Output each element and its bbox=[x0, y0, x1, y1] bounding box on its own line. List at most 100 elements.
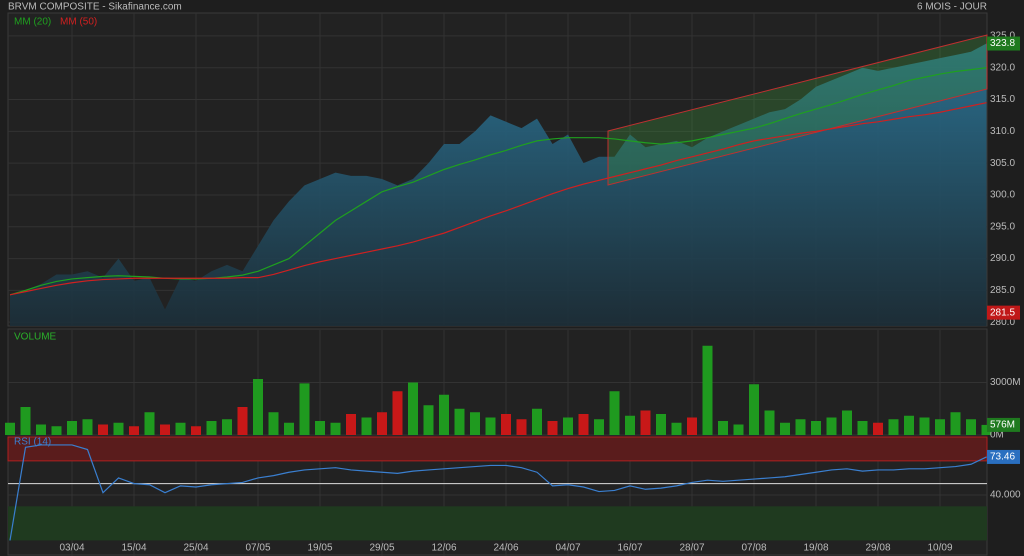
volume-bar bbox=[191, 426, 201, 435]
volume-bar bbox=[206, 421, 217, 435]
x-tick-label: 28/07 bbox=[679, 543, 704, 554]
volume-bar bbox=[82, 419, 93, 435]
value-marker-label: 281.5 bbox=[990, 307, 1015, 318]
x-tick-label: 15/04 bbox=[121, 543, 146, 554]
volume-bar bbox=[842, 410, 852, 435]
y-tick-label: 280.0 bbox=[990, 317, 1015, 328]
volume-bar bbox=[811, 421, 821, 435]
x-tick-label: 07/08 bbox=[741, 543, 766, 554]
volume-bar bbox=[408, 382, 418, 435]
value-marker bbox=[987, 449, 1020, 464]
y-tick-label: 315.0 bbox=[990, 94, 1015, 105]
volume-bar bbox=[919, 417, 930, 435]
value-marker bbox=[987, 305, 1020, 320]
volume-bar bbox=[439, 394, 449, 435]
y-tick-label: 305.0 bbox=[990, 158, 1015, 169]
volume-bar bbox=[423, 405, 434, 435]
volume-bar bbox=[361, 417, 372, 435]
y-tick-label: 295.0 bbox=[990, 221, 1015, 232]
volume-bar bbox=[516, 419, 527, 435]
volume-bar bbox=[640, 410, 651, 435]
x-tick-label: 12/06 bbox=[431, 543, 456, 554]
y-tick-label: 325.0 bbox=[990, 31, 1015, 42]
volume-bar bbox=[857, 421, 868, 435]
volume-bar bbox=[609, 391, 620, 435]
volume-bar bbox=[873, 422, 883, 435]
volume-bar bbox=[268, 412, 279, 435]
y-tick-label: 290.0 bbox=[990, 253, 1015, 264]
x-tick-label: 29/05 bbox=[369, 543, 394, 554]
volume-bar bbox=[20, 407, 31, 435]
y-tick-label: 0M bbox=[990, 430, 1004, 441]
value-marker-label: 576M bbox=[990, 420, 1015, 431]
x-tick-label: 25/04 bbox=[183, 543, 208, 554]
volume-bar bbox=[5, 422, 15, 435]
x-tick-label: 03/04 bbox=[59, 543, 84, 554]
x-tick-label: 19/05 bbox=[307, 543, 332, 554]
value-marker-label: 73.46 bbox=[990, 452, 1015, 463]
y-tick-label: 285.0 bbox=[990, 285, 1015, 296]
volume-bar bbox=[98, 424, 108, 435]
chart-title: BRVM COMPOSITE - Sikafinance.com bbox=[8, 2, 182, 13]
chart-subtitle: 6 MOIS - JOUR bbox=[917, 2, 987, 13]
rsi-line bbox=[9, 444, 987, 541]
volume-bar bbox=[935, 419, 945, 435]
volume-bar bbox=[764, 410, 775, 435]
volume-bar bbox=[532, 408, 542, 435]
x-tick-label: 10/09 bbox=[927, 543, 952, 554]
volume-bar bbox=[718, 421, 728, 435]
volume-bar bbox=[237, 407, 248, 435]
volume-bar bbox=[454, 408, 465, 435]
volume-bar bbox=[656, 414, 666, 435]
x-tick-label: 07/05 bbox=[245, 543, 270, 554]
volume-bar bbox=[826, 417, 837, 435]
x-tick-label: 16/07 bbox=[617, 543, 642, 554]
volume-bar bbox=[966, 419, 976, 435]
volume-bar bbox=[625, 415, 635, 435]
volume-bar bbox=[144, 412, 155, 435]
x-tick-label: 19/08 bbox=[803, 543, 828, 554]
value-marker bbox=[987, 417, 1020, 432]
volume-bar bbox=[129, 426, 139, 435]
legend-entry: MM (50) bbox=[60, 17, 97, 28]
volume-bar bbox=[981, 424, 992, 435]
value-marker-label: 323.8 bbox=[990, 38, 1015, 49]
x-tick-label: 24/06 bbox=[493, 543, 518, 554]
volume-bar bbox=[733, 424, 744, 435]
volume-bar bbox=[330, 422, 341, 435]
value-marker bbox=[987, 36, 1020, 51]
y-tick-label: 320.0 bbox=[990, 62, 1015, 73]
volume-bar bbox=[253, 379, 263, 435]
volume-bar bbox=[501, 414, 511, 435]
volume-bar bbox=[113, 422, 124, 435]
volume-bar bbox=[299, 383, 310, 435]
oversold-band bbox=[8, 506, 987, 541]
price-area bbox=[10, 43, 987, 326]
volume-bar bbox=[687, 417, 697, 435]
volume-bar bbox=[904, 415, 914, 435]
volume-bar bbox=[780, 422, 790, 435]
volume-bar bbox=[547, 421, 558, 435]
volume-bar bbox=[563, 417, 573, 435]
volume-bar bbox=[284, 422, 294, 435]
volume-bar bbox=[485, 417, 496, 435]
y-tick-label: 310.0 bbox=[990, 126, 1015, 137]
panel-title: RSI (14) bbox=[14, 437, 51, 448]
volume-bar bbox=[749, 384, 759, 435]
volume-bar bbox=[671, 422, 682, 435]
volume-bar bbox=[888, 419, 899, 435]
volume-bar bbox=[67, 421, 77, 435]
moving-average-line bbox=[9, 102, 987, 296]
volume-bar bbox=[346, 414, 356, 435]
volume-bar bbox=[222, 419, 232, 435]
trend-channel bbox=[607, 34, 988, 186]
volume-bar bbox=[315, 421, 325, 435]
overbought-band bbox=[7, 436, 988, 462]
volume-bar bbox=[175, 422, 186, 435]
volume-bar bbox=[578, 414, 589, 435]
volume-bar bbox=[702, 345, 713, 435]
volume-bar bbox=[377, 412, 387, 435]
y-tick-label: 3000M bbox=[990, 377, 1021, 388]
x-tick-label: 29/08 bbox=[865, 543, 890, 554]
